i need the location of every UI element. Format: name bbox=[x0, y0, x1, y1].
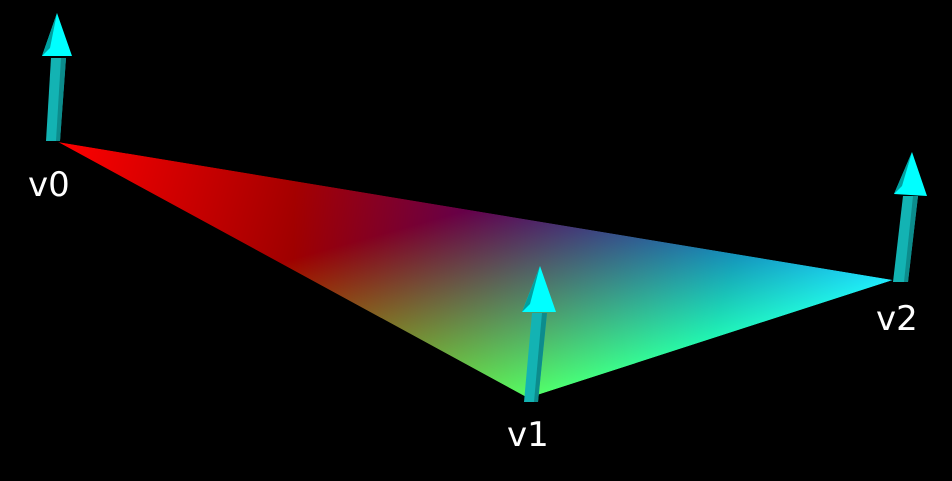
vertex-label-v0: v0 bbox=[28, 165, 70, 205]
normal-arrow-icon bbox=[522, 266, 556, 402]
vertex-label-v1: v1 bbox=[507, 415, 549, 455]
normal-arrow-icon bbox=[42, 13, 72, 141]
normal-arrow-icon bbox=[893, 152, 927, 282]
vertex-label-v2: v2 bbox=[876, 299, 918, 339]
shaded-triangle bbox=[58, 142, 893, 398]
